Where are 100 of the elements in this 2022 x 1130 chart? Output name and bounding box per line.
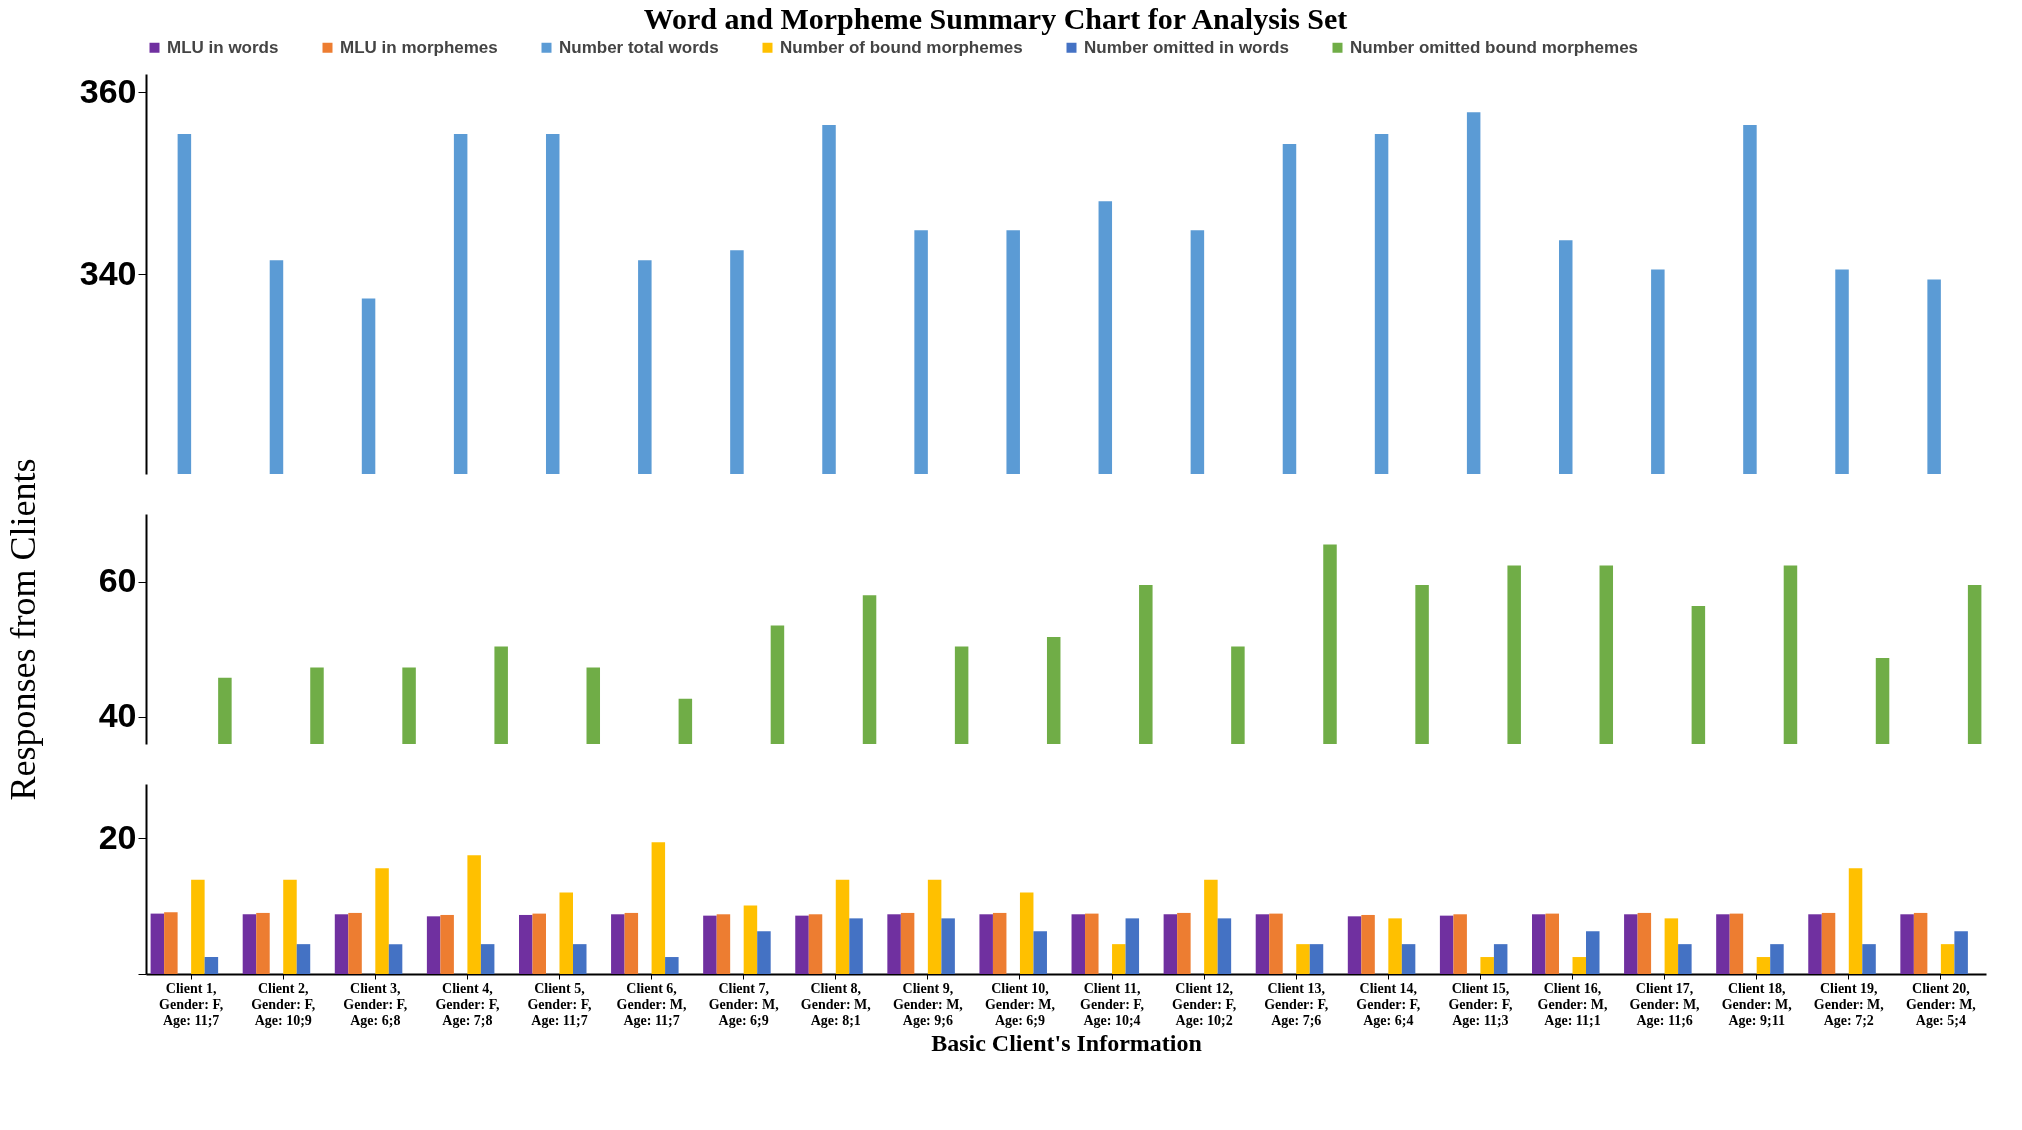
legend-label: Number omitted in words bbox=[1084, 37, 1289, 57]
bar bbox=[1125, 918, 1140, 974]
bar bbox=[808, 914, 823, 974]
x-tick-label: Client 16, Gender: M, Age: 11;1 bbox=[1537, 980, 1608, 1028]
legend-label: MLU in words bbox=[167, 37, 279, 57]
bar bbox=[296, 944, 311, 974]
bar bbox=[283, 879, 297, 974]
bar bbox=[757, 931, 771, 974]
bar bbox=[1900, 914, 1914, 974]
bar bbox=[1112, 944, 1126, 974]
bar bbox=[1729, 913, 1744, 974]
x-tick-label: Client 18, Gender: M, Age: 9;11 bbox=[1721, 980, 1792, 1028]
bar bbox=[150, 913, 165, 974]
x-tick-label: Client 19, Gender: M, Age: 7;2 bbox=[1813, 980, 1884, 1028]
bar bbox=[1637, 912, 1652, 974]
bar bbox=[1439, 915, 1454, 974]
bar bbox=[1862, 944, 1876, 974]
bar bbox=[665, 957, 679, 974]
legend-label: Number of bound morphemes bbox=[780, 37, 1023, 57]
bar bbox=[1019, 892, 1034, 974]
bar bbox=[334, 914, 349, 974]
bar bbox=[849, 918, 863, 974]
bar bbox=[900, 912, 915, 974]
bar bbox=[1848, 868, 1863, 974]
bar bbox=[1716, 914, 1730, 974]
bar bbox=[624, 912, 639, 974]
bar bbox=[1821, 912, 1836, 974]
bar bbox=[559, 892, 573, 974]
bar bbox=[256, 912, 270, 974]
bar bbox=[375, 868, 389, 974]
x-tick-label: Client 7, Gender: M, Age: 6;9 bbox=[708, 980, 779, 1028]
bar bbox=[1388, 918, 1402, 974]
bar bbox=[1531, 914, 1546, 974]
bar bbox=[1940, 944, 1955, 974]
bar bbox=[1177, 912, 1191, 974]
x-tick-label: Client 6, Gender: M, Age: 11;7 bbox=[616, 980, 687, 1028]
bar bbox=[348, 912, 362, 974]
bar bbox=[703, 915, 717, 974]
bar bbox=[927, 879, 942, 974]
x-tick-label: Client 3, Gender: F, Age: 6;8 bbox=[343, 980, 408, 1028]
bar bbox=[1808, 914, 1822, 974]
bar bbox=[467, 855, 481, 974]
bar bbox=[1204, 879, 1218, 974]
bar bbox=[992, 912, 1007, 974]
bar bbox=[164, 912, 178, 974]
bar bbox=[191, 879, 205, 974]
bar bbox=[426, 916, 441, 974]
legend-label: MLU in morphemes bbox=[340, 37, 498, 57]
x-tick-label: Client 12, Gender: F, Age: 10;2 bbox=[1172, 980, 1237, 1028]
legend-label: Number omitted bound morphemes bbox=[1350, 37, 1639, 57]
bar bbox=[1756, 957, 1771, 974]
bar bbox=[743, 905, 758, 974]
bar bbox=[1664, 918, 1679, 974]
bar bbox=[440, 914, 454, 974]
x-tick-label: Client 14, Gender: F, Age: 6;4 bbox=[1356, 980, 1421, 1028]
x-tick-label: Client 5, Gender: F, Age: 11;7 bbox=[527, 980, 592, 1028]
bar bbox=[1401, 944, 1416, 974]
bar bbox=[1913, 912, 1928, 974]
x-tick-label: Client 15, Gender: F, Age: 11;3 bbox=[1448, 980, 1513, 1028]
bar bbox=[1296, 944, 1310, 974]
y-axis-title: Responses from Clients bbox=[2, 458, 43, 801]
bar bbox=[1453, 914, 1467, 974]
bar bbox=[242, 914, 257, 974]
bar bbox=[1586, 931, 1600, 974]
y-tick-label: 60 bbox=[98, 561, 137, 600]
bar bbox=[611, 914, 625, 974]
bar bbox=[1954, 931, 1968, 974]
x-tick-label: Client 13, Gender: F, Age: 7;6 bbox=[1264, 980, 1329, 1028]
y-tick-label: 340 bbox=[79, 253, 137, 292]
bar bbox=[1217, 918, 1232, 974]
bar bbox=[1163, 914, 1178, 974]
bar bbox=[1071, 914, 1086, 974]
bar bbox=[518, 914, 533, 974]
x-tick-label: Client 17, Gender: M, Age: 11;6 bbox=[1629, 980, 1700, 1028]
bar bbox=[1309, 944, 1324, 974]
bar bbox=[480, 944, 495, 974]
bar bbox=[1033, 931, 1047, 974]
bar bbox=[1678, 944, 1692, 974]
y-tick-label: 40 bbox=[98, 696, 137, 735]
bar bbox=[1085, 913, 1099, 974]
bar bbox=[204, 957, 219, 974]
bar bbox=[1361, 914, 1375, 974]
bar bbox=[1347, 916, 1362, 974]
bar bbox=[941, 918, 955, 974]
bar bbox=[1493, 944, 1508, 974]
bar bbox=[979, 914, 993, 974]
bar bbox=[1255, 914, 1270, 974]
x-tick-label: Client 10, Gender: M, Age: 6;9 bbox=[984, 980, 1055, 1028]
bar bbox=[651, 842, 666, 974]
chart-title: Word and Morpheme Summary Chart for Analysis Set bbox=[643, 2, 1348, 35]
x-tick-label: Client 8, Gender: M, Age: 8;1 bbox=[800, 980, 871, 1028]
x-tick-label: Client 20, Gender: M, Age: 5;4 bbox=[1905, 980, 1976, 1028]
y-tick-label: 20 bbox=[98, 817, 137, 856]
x-tick-label: Client 4, Gender: F, Age: 7;8 bbox=[435, 980, 500, 1028]
bar bbox=[1545, 913, 1559, 974]
bar bbox=[388, 944, 403, 974]
bar bbox=[1572, 957, 1587, 974]
bar bbox=[573, 944, 587, 974]
x-tick-label: Client 1, Gender: F, Age: 11;7 bbox=[159, 980, 224, 1028]
bar bbox=[835, 879, 850, 974]
